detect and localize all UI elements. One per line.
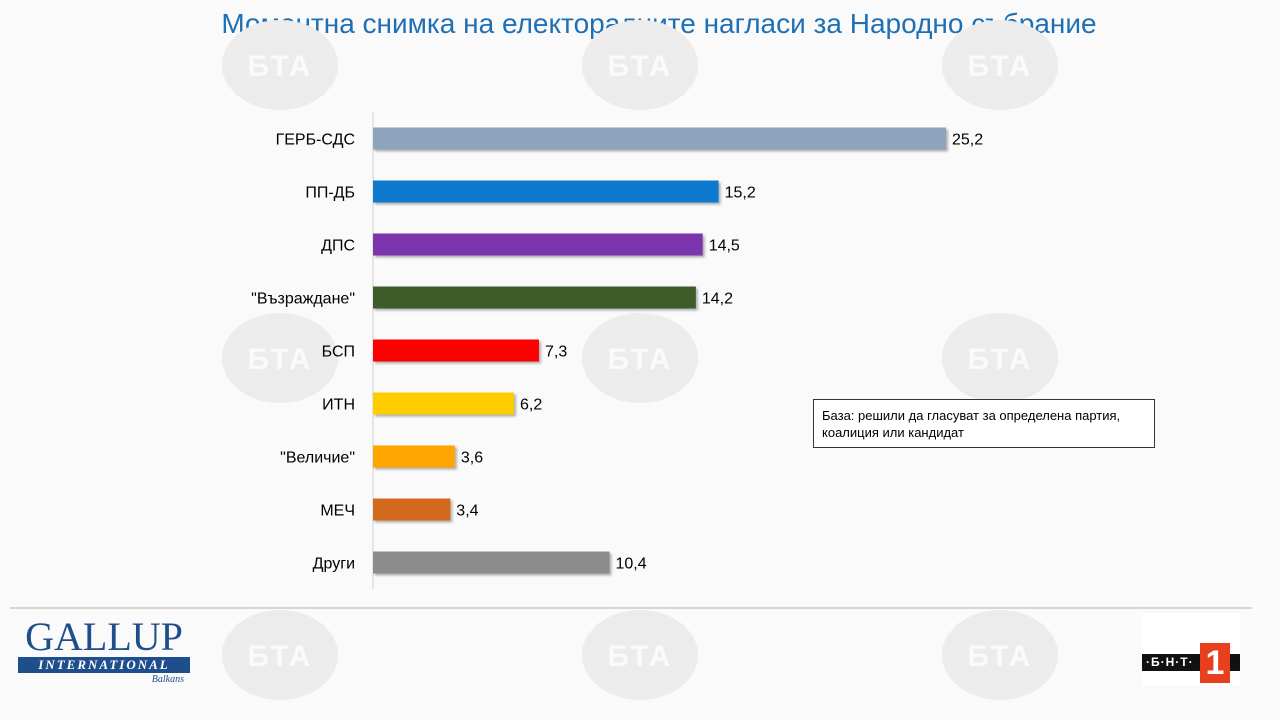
- category-label: МЕЧ: [320, 503, 355, 520]
- watermark-text: БТА: [967, 343, 1033, 376]
- watermark-text: БТА: [607, 50, 673, 83]
- value-label: 10,4: [615, 556, 646, 573]
- category-label: БСП: [322, 344, 355, 361]
- bar: [373, 339, 539, 362]
- bar: [373, 551, 610, 574]
- value-label: 15,2: [725, 185, 756, 202]
- value-label: 14,5: [709, 238, 740, 255]
- bta-watermark: БТА: [222, 313, 338, 403]
- bta-watermark: БТА: [222, 20, 338, 110]
- bnt-number: 1: [1200, 643, 1230, 683]
- bta-watermark: БТА: [582, 20, 698, 110]
- bnt-text: ·Б·Н·Т·: [1146, 655, 1194, 669]
- bar: [373, 127, 946, 150]
- category-label: "Възраждане": [251, 291, 355, 308]
- bar: [373, 286, 696, 309]
- bta-watermark: БТА: [942, 313, 1058, 403]
- gallup-wordmark: GALLUP: [25, 614, 183, 659]
- value-label: 7,3: [545, 344, 567, 361]
- value-label: 25,2: [952, 132, 983, 149]
- base-note: База: решили да гласуват за определена п…: [813, 399, 1155, 448]
- value-label: 3,6: [461, 450, 483, 467]
- watermark-text: БТА: [247, 343, 313, 376]
- bta-watermark: БТА: [582, 313, 698, 403]
- bar: [373, 233, 703, 256]
- bta-watermark: БТА: [942, 610, 1058, 700]
- value-label: 3,4: [456, 503, 478, 520]
- watermark-text: БТА: [967, 640, 1033, 673]
- watermark-text: БТА: [967, 50, 1033, 83]
- watermark-text: БТА: [607, 640, 673, 673]
- value-label: 14,2: [702, 291, 733, 308]
- bar: [373, 498, 451, 521]
- value-label: 6,2: [520, 397, 542, 414]
- bnt1-logo: ·Б·Н·Т· 1: [1142, 613, 1240, 685]
- watermark-text: БТА: [607, 343, 673, 376]
- bar: [373, 445, 455, 468]
- watermark-text: БТА: [247, 50, 313, 83]
- footer-divider: [10, 607, 1252, 609]
- category-label: "Величие": [280, 450, 355, 467]
- bta-watermark: БТА: [222, 610, 338, 700]
- gallup-logo: GALLUP INTERNATIONAL Balkans: [18, 614, 190, 686]
- category-label: ИТН: [322, 397, 355, 414]
- bar: [373, 180, 719, 203]
- gallup-subtitle: Balkans: [151, 674, 184, 685]
- category-label: ГЕРБ-СДС: [276, 132, 355, 149]
- bta-watermark: БТА: [582, 610, 698, 700]
- watermark-text: БТА: [247, 640, 313, 673]
- category-label: ДПС: [321, 238, 355, 255]
- category-label: ПП-ДБ: [305, 185, 355, 202]
- bta-watermark: БТА: [942, 20, 1058, 110]
- gallup-band: INTERNATIONAL: [18, 657, 190, 673]
- bar: [373, 392, 514, 415]
- category-label: Други: [313, 556, 355, 573]
